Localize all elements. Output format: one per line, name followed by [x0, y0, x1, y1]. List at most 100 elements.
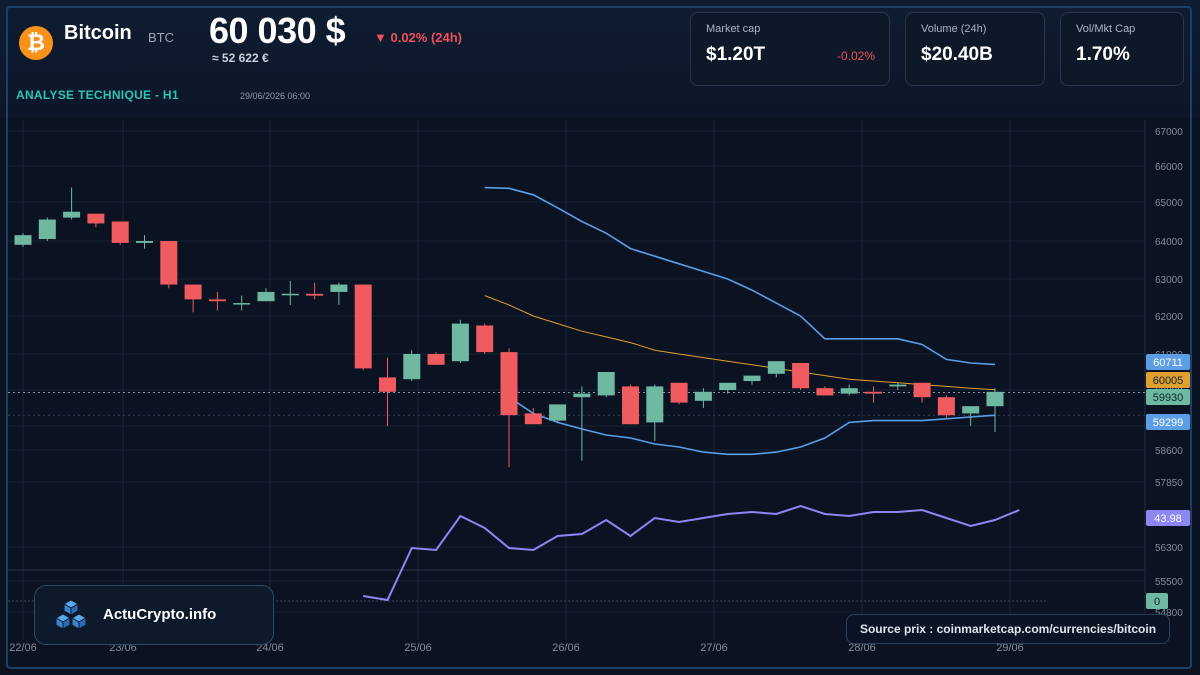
y-tick-label: 56300 — [1155, 543, 1183, 554]
x-tick-label: 22/06 — [9, 642, 37, 654]
candle-body — [670, 382, 688, 403]
vol-mkt-cap-value: 1.70% — [1076, 44, 1130, 65]
price-source: Source prix : coinmarketcap.com/currenci… — [846, 614, 1170, 644]
candle-body — [14, 235, 32, 245]
lower-band-line — [508, 396, 996, 456]
candle-body — [889, 384, 907, 387]
candle-body — [549, 404, 567, 421]
y-tick-label: 54800 — [1155, 608, 1183, 619]
market-cap-label: Market cap — [706, 23, 761, 35]
y-tick-label: 67000 — [1155, 127, 1183, 138]
x-tick-label: 28/06 — [848, 642, 876, 654]
price-label-text: 60005 — [1153, 375, 1184, 387]
market-cap-value: $1.20T — [706, 44, 766, 65]
candle-body — [306, 293, 324, 296]
candle-body — [160, 241, 178, 285]
x-tick-label: 24/06 — [256, 642, 284, 654]
candle-body — [865, 391, 882, 394]
analysis-date: 29/06/2026 06:00 — [240, 91, 311, 101]
chart-frame — [6, 6, 1192, 669]
candle-body — [476, 325, 494, 353]
volume-label: Volume (24h) — [921, 23, 987, 35]
candle-body — [500, 352, 518, 416]
price-label-tag — [1146, 593, 1168, 609]
coin-name: Bitcoin — [64, 22, 132, 44]
price-label-text: 60711 — [1153, 357, 1183, 369]
candle-body — [87, 213, 105, 224]
candle-body — [622, 386, 639, 425]
candle-body — [379, 377, 396, 392]
analysis-label: ANALYSE TECHNIQUE - H1 — [16, 88, 179, 102]
x-tick-label: 27/06 — [700, 642, 728, 654]
candle-body — [840, 388, 858, 394]
brand-badge: ActuCrypto.info — [34, 585, 274, 645]
candle-body — [111, 221, 129, 243]
current-price: 60 030 $ — [209, 10, 346, 51]
price-label-tag — [1146, 389, 1190, 405]
candle-body — [330, 284, 348, 292]
candle-body — [233, 303, 251, 305]
x-tick-label: 26/06 — [552, 642, 580, 654]
candle-body — [646, 386, 664, 423]
y-tick-label: 65000 — [1155, 198, 1183, 209]
candle-body — [937, 397, 955, 416]
price-label-text: 43.98 — [1154, 513, 1182, 525]
candle-body — [743, 375, 761, 381]
market-cap-change: -0.02% — [836, 49, 875, 63]
upper-band-line — [484, 186, 996, 366]
candle-body — [257, 291, 275, 302]
y-tick-label: 62000 — [1155, 312, 1183, 323]
y-tick-label: 58600 — [1155, 446, 1183, 457]
price-label-text: 59299 — [1153, 417, 1184, 429]
y-tick-label: 63000 — [1155, 275, 1183, 286]
x-tick-label: 29/06 — [996, 642, 1024, 654]
price-change-24h: ▼ 0.02% (24h) — [374, 30, 463, 45]
y-tick-label: 64000 — [1155, 237, 1183, 248]
coin-symbol: BTC — [148, 30, 174, 45]
price-label-tag — [1146, 372, 1190, 388]
price-label-text: 0 — [1154, 596, 1160, 608]
candle-body — [451, 323, 469, 362]
candle-body — [403, 354, 421, 380]
candle-body — [694, 391, 712, 401]
candle-body — [184, 284, 202, 300]
x-tick-label: 25/06 — [404, 642, 432, 654]
candle-body — [136, 241, 153, 243]
candle-body — [573, 393, 591, 398]
price-label-text: 59930 — [1153, 392, 1184, 404]
vol-mkt-cap-label: Vol/Mkt Cap — [1076, 23, 1136, 35]
candle-body — [354, 284, 372, 369]
candle-body — [962, 406, 980, 414]
cubes-logo-icon — [54, 599, 88, 630]
y-tick-label: 66000 — [1155, 162, 1183, 173]
moving-average-line — [484, 295, 996, 391]
price-label-tag — [1146, 414, 1190, 430]
candle-body — [524, 413, 542, 425]
candle-body — [767, 361, 785, 374]
price-eur: ≈ 52 622 € — [212, 51, 269, 65]
y-tick-label: 55500 — [1155, 577, 1183, 588]
candle-body — [38, 219, 56, 240]
y-tick-label: 57850 — [1155, 478, 1183, 489]
candle-body — [792, 363, 810, 389]
price-label-tag — [1146, 510, 1190, 526]
volume-value: $20.40B — [921, 44, 993, 65]
candle-body — [816, 388, 834, 396]
candle-body — [281, 293, 299, 296]
x-tick-label: 23/06 — [109, 642, 137, 654]
brand-name: ActuCrypto.info — [103, 606, 217, 623]
vol-mkt-cap-card: Vol/Mkt Cap 1.70% — [1060, 12, 1184, 86]
market-cap-card: Market cap $1.20T -0.02% — [690, 12, 890, 86]
candle-body — [986, 391, 1004, 407]
price-label-tag — [1146, 354, 1190, 370]
rsi-line — [363, 504, 1020, 602]
candle-body — [208, 299, 226, 302]
bitcoin-icon: ₿ — [19, 26, 53, 60]
candle-body — [913, 382, 931, 398]
candle-body — [597, 372, 615, 396]
candle-body — [719, 382, 737, 390]
volume-card: Volume (24h) $20.40B — [905, 12, 1045, 86]
candle-body — [63, 211, 81, 218]
candle-body — [427, 354, 445, 365]
